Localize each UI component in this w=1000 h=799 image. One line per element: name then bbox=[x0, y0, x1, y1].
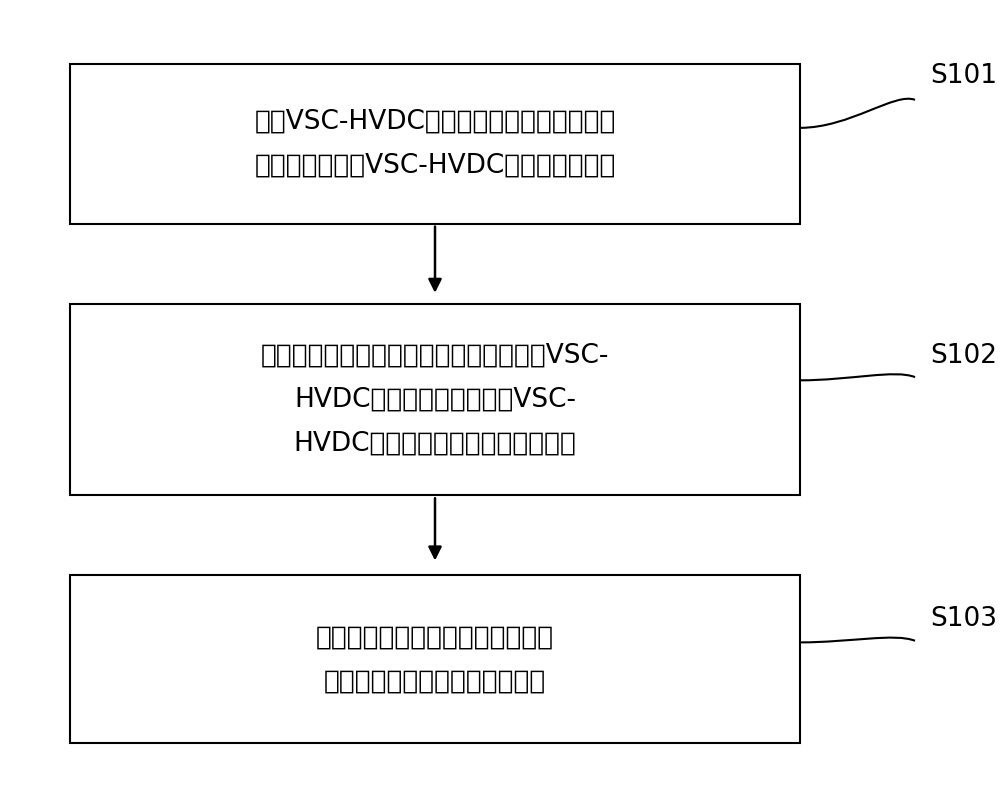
FancyBboxPatch shape bbox=[70, 64, 800, 224]
Text: 基于送端换流站的调制电压对新能: 基于送端换流站的调制电压对新能 bbox=[316, 624, 554, 650]
FancyBboxPatch shape bbox=[70, 304, 800, 495]
Text: 基于新能源储能系统的并网点交流电压和VSC-: 基于新能源储能系统的并网点交流电压和VSC- bbox=[261, 343, 609, 368]
Text: S102: S102 bbox=[930, 343, 997, 368]
Text: 获取VSC-HVDC系统中新能源储能系统的并: 获取VSC-HVDC系统中新能源储能系统的并 bbox=[254, 109, 616, 135]
FancyBboxPatch shape bbox=[70, 575, 800, 743]
Text: HVDC系统的输出电流确定VSC-: HVDC系统的输出电流确定VSC- bbox=[294, 387, 576, 412]
Text: 网点交流电压和VSC-HVDC系统的输出电流: 网点交流电压和VSC-HVDC系统的输出电流 bbox=[254, 153, 616, 179]
Text: S101: S101 bbox=[930, 63, 997, 89]
Text: HVDC系统中送端换流站的调制电压: HVDC系统中送端换流站的调制电压 bbox=[294, 431, 576, 456]
Text: S103: S103 bbox=[930, 606, 997, 632]
Text: 源储能系统的高频振荡进行抑制: 源储能系统的高频振荡进行抑制 bbox=[324, 668, 546, 694]
